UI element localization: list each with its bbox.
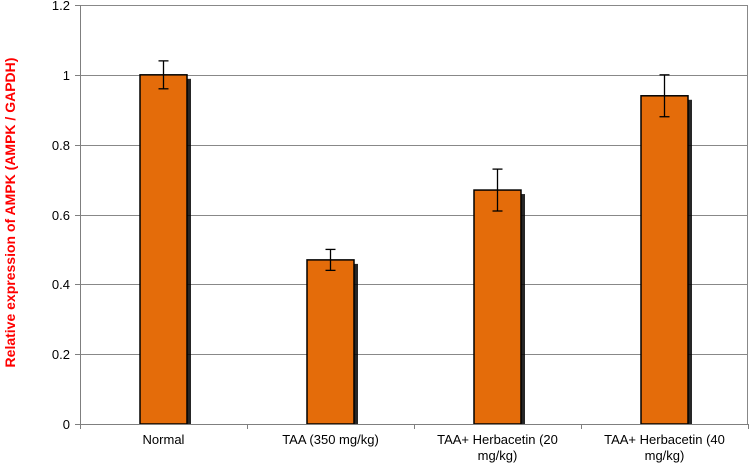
- error-bar: [659, 74, 670, 118]
- x-category-label: TAA+ Herbacetin (40 mg/kg): [604, 432, 725, 463]
- axes: [75, 5, 749, 429]
- y-axis-title: Relative expression of AMPK (AMPK / GAPD…: [2, 58, 18, 368]
- x-category-labels: Normal TAA (350 mg/kg) TAA+ Herbacetin (20…: [143, 432, 725, 463]
- y-tick-label: 1: [63, 68, 70, 83]
- x-category-label: TAA (350 mg/kg): [282, 432, 379, 447]
- error-bars: [158, 60, 670, 272]
- x-category-label: TAA+ Herbacetin (20 mg/kg): [437, 432, 558, 463]
- bars: [139, 74, 692, 425]
- error-bar: [325, 248, 336, 272]
- y-tick-label: 1.2: [52, 0, 70, 13]
- error-bar: [492, 168, 503, 212]
- y-tick-label: 0.6: [52, 208, 70, 223]
- y-tick-labels: 0 0.2 0.4 0.6 0.8 1 1.2: [52, 0, 70, 432]
- bar: [473, 189, 522, 425]
- bar: [306, 259, 355, 425]
- y-tick-label: 0: [63, 417, 70, 432]
- y-tick-label: 0.4: [52, 277, 70, 292]
- y-tick-label: 0.8: [52, 138, 70, 153]
- y-tick-label: 0.2: [52, 347, 70, 362]
- bar: [139, 74, 188, 425]
- gridlines: [80, 5, 748, 355]
- bar: [640, 95, 689, 425]
- x-category-label: Normal: [143, 432, 185, 447]
- error-bar: [158, 60, 169, 90]
